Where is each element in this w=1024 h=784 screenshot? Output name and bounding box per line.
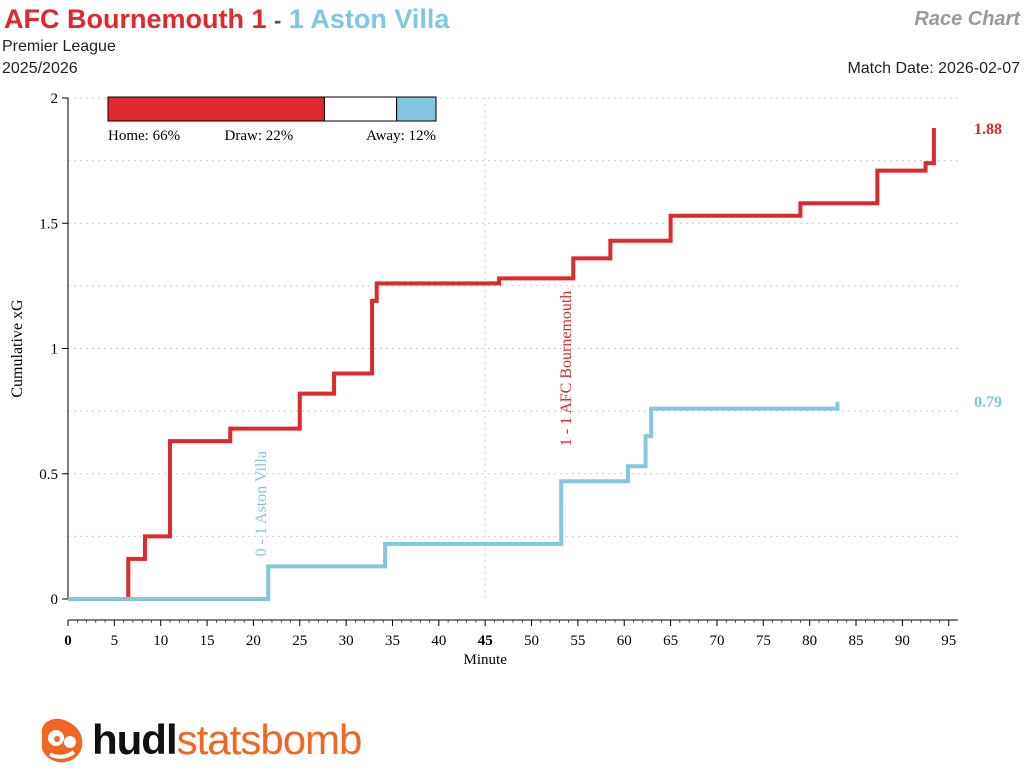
goal-annotations: 0 - 1 Aston Villa 1 - 1 AFC Bournemouth	[253, 291, 575, 557]
win-prob-away-label: Away: 12%	[366, 128, 436, 144]
win-prob-home-segment	[107, 96, 325, 122]
x-tick-label: 40	[431, 633, 446, 649]
x-tick-label: 80	[802, 633, 817, 649]
home-xg-line	[68, 128, 936, 601]
x-tick-label: 95	[941, 633, 956, 649]
y-tick-label: 0	[51, 592, 59, 608]
chart-grid	[68, 97, 958, 599]
match-title: AFC Bournemouth 1 - 1 Aston Villa	[4, 2, 449, 38]
away-team-name: Aston Villa	[310, 4, 450, 34]
win-prob-away-segment	[396, 96, 437, 122]
match-date: Match Date: 2026-02-07	[847, 60, 1020, 77]
away-final-xg-label: 0.79	[974, 394, 1002, 411]
score-separator: -	[274, 8, 282, 33]
home-team-name: AFC Bournemouth	[4, 4, 244, 34]
season-label: 2025/2026	[2, 60, 78, 77]
logo-brand-statsbomb: statsbomb	[176, 716, 363, 763]
win-prob-draw-label: Draw: 22%	[225, 128, 294, 144]
x-tick-label: 35	[385, 633, 400, 649]
x-tick-label: 10	[153, 633, 168, 649]
away-xg-line	[68, 401, 840, 601]
away-score: 1	[288, 4, 304, 34]
x-tick-label: 85	[849, 633, 864, 649]
x-axis-title: Minute	[464, 652, 508, 668]
win-prob-draw-segment	[323, 96, 398, 122]
x-tick-label: 30	[339, 633, 354, 649]
x-tick-label: 0	[64, 633, 72, 649]
competition-label: Premier League	[2, 38, 116, 55]
xg-lines: 1.88 0.79	[68, 121, 1002, 601]
y-tick-label: 1.5	[39, 216, 58, 232]
chart-axes: 00.511.520 5 10 15 20 25 30 35 40 45 50 55 60 65 70 75 8…	[9, 91, 958, 668]
x-tick-label: 5	[111, 633, 119, 649]
x-tick-label: 90	[895, 633, 910, 649]
chart-kind-label: Race Chart	[914, 8, 1020, 30]
y-tick-label: 2	[51, 91, 59, 107]
x-tick-label: 20	[246, 633, 261, 649]
goal-annotation-away: 0 - 1 Aston Villa	[253, 451, 270, 556]
home-final-xg-label: 1.88	[974, 121, 1002, 138]
logo-brand-hudl: hudl	[92, 716, 178, 763]
y-axis-title: Cumulative xG	[9, 299, 26, 398]
x-tick-label: 50	[524, 633, 539, 649]
x-tick-label: 75	[756, 633, 771, 649]
goal-annotation-home: 1 - 1 AFC Bournemouth	[558, 291, 575, 447]
xg-race-chart: 00.511.520 5 10 15 20 25 30 35 40 45 50 55 60 65 70 75 8…	[9, 91, 1002, 668]
x-tick-label: 25	[292, 633, 307, 649]
x-tick-label: 70	[709, 633, 724, 649]
x-tick-label: 65	[663, 633, 678, 649]
win-prob-home-label: Home: 66%	[108, 128, 180, 144]
x-tick-label: 55	[570, 633, 585, 649]
statsbomb-dog-icon	[41, 718, 83, 763]
home-score: 1	[251, 4, 267, 34]
y-tick-label: 1	[51, 342, 59, 358]
x-tick-label: 45	[478, 633, 493, 649]
x-tick-label: 15	[200, 633, 215, 649]
x-tick-label: 60	[617, 633, 632, 649]
y-tick-label: 0.5	[39, 467, 58, 483]
win-probability-bar: Home: 66% Draw: 22% Away: 12%	[107, 96, 437, 144]
hudl-statsbomb-logo: hudl statsbomb	[36, 710, 363, 770]
